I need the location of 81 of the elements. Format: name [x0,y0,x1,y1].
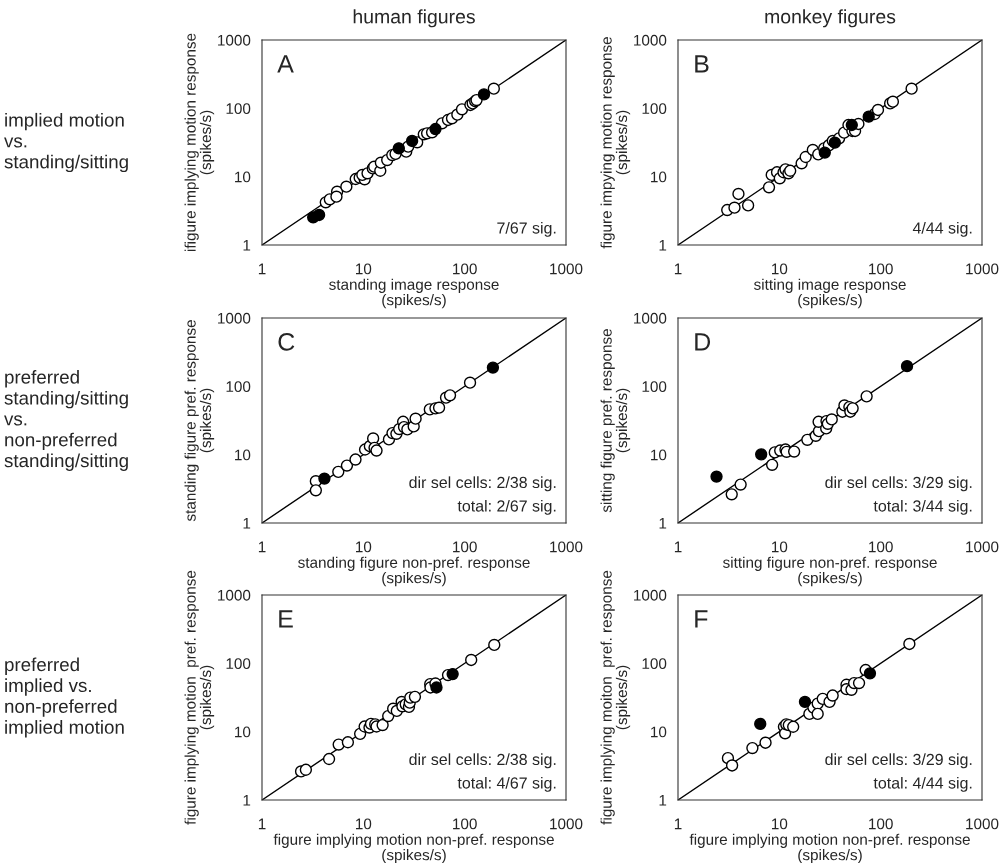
y-tick-label: 1 [659,795,667,806]
chart-title: monkey figures [765,9,896,28]
x-axis-title: standing figure non-pref. response (spikes/s) [298,556,530,587]
annotation: C [278,333,295,351]
y-tick-label: 1 [243,240,251,251]
x-tick-label: 1000 [966,541,999,553]
x-tick-label: 10 [356,818,372,830]
x-tick-label: 100 [453,818,477,830]
annotation: 4/44 sig. [912,221,972,237]
annotation: 7/67 sig. [497,221,556,237]
annotation: dir sel cells: 3/29 sig. [825,753,972,769]
x-tick-label: 10 [772,541,788,553]
x-tick-label: 1000 [550,263,583,275]
x-tick-label: 100 [869,541,893,553]
text: preferred implied vs. non-preferred implied motion [5,657,124,738]
x-axis-title: standing image response (spikes/s) [329,278,499,309]
y-tick-label: 1 [243,795,251,806]
x-tick-label: 10 [356,263,372,275]
y-axis-title: figure implying moiton pref. response (spikes/s) [600,570,631,825]
x-tick-label: 1000 [550,818,583,830]
y-tick-label: 10 [651,449,667,461]
annotation: total: 4/67 sig. [457,776,556,792]
x-tick-label: 1000 [550,541,583,553]
x-axis-title: figure implying motion non-pref. response (spikes/s) [273,833,554,863]
y-axis-title: figure implying motion pref. response (spikes/s) [184,570,215,825]
x-axis-title: figure implying motion non-pref. response (spikes/s) [689,833,970,863]
x-tick-label: 10 [356,541,372,553]
y-axis-title: figure impying motion response (spikes/s) [600,37,631,249]
y-axis-title: ifigure implying motion response (spikes/s) [184,33,215,252]
text: preferred standing/sitting vs. non-preferred standing/sitting [4,370,128,471]
x-tick-label: 100 [453,541,477,553]
annotation: total: 2/67 sig. [457,499,556,515]
x-tick-label: 1 [258,541,266,553]
x-tick-label: 1 [674,541,682,553]
y-tick-label: 10 [651,171,667,183]
x-axis-title: sitting image response (spikes/s) [754,278,906,309]
annotation: total: 4/44 sig. [873,776,972,792]
y-tick-label: 1000 [634,589,667,601]
x-tick-label: 1 [674,818,682,830]
x-tick-label: 1 [258,263,266,275]
y-tick-label: 1000 [634,34,667,46]
y-tick-label: 1 [659,240,667,251]
annotation: F [695,610,708,628]
y-tick-label: 100 [642,658,667,670]
y-tick-label: 10 [651,726,667,738]
x-tick-label: 1 [674,263,682,275]
text: implied motion vs. standing/sitting [4,112,128,173]
y-tick-label: 100 [642,381,667,393]
x-tick-label: 100 [869,818,893,830]
x-tick-label: 10 [772,818,788,830]
x-axis-title: sitting figure non-pref. response (spikes/s) [723,556,937,587]
y-tick-label: 1000 [634,312,667,324]
x-tick-label: 10 [772,263,788,275]
x-tick-label: 100 [869,263,893,275]
annotation: dir sel cells: 2/38 sig. [409,476,556,492]
annotation: total: 3/44 sig. [873,499,972,515]
chart-title: human figures [353,9,475,28]
x-tick-label: 100 [453,263,477,275]
y-tick-label: 100 [226,103,251,115]
annotation: A [277,55,294,73]
annotation: E [279,610,293,628]
annotation: dir sel cells: 2/38 sig. [409,753,556,769]
x-tick-label: 1000 [966,263,999,275]
y-tick-label: 10 [235,449,251,461]
y-tick-label: 1000 [218,589,251,601]
annotation: B [695,55,709,73]
y-tick-label: 1000 [218,312,251,324]
annotation: dir sel cells: 3/29 sig. [825,476,972,492]
y-tick-label: 10 [235,171,251,183]
y-tick-label: 1 [243,518,251,529]
y-tick-label: 10 [235,726,251,738]
y-tick-label: 100 [226,658,251,670]
y-tick-label: 100 [642,103,667,115]
x-tick-label: 1 [258,818,266,830]
x-tick-label: 1000 [966,818,999,830]
y-tick-label: 1 [659,518,667,529]
y-tick-label: 1000 [218,34,251,46]
y-tick-label: 100 [226,381,251,393]
y-axis-title: sitting figure pref. response (spikes/s) [600,329,631,513]
annotation: D [695,333,711,351]
y-axis-title: standing figure pref. response (spikes/s) [184,320,215,522]
